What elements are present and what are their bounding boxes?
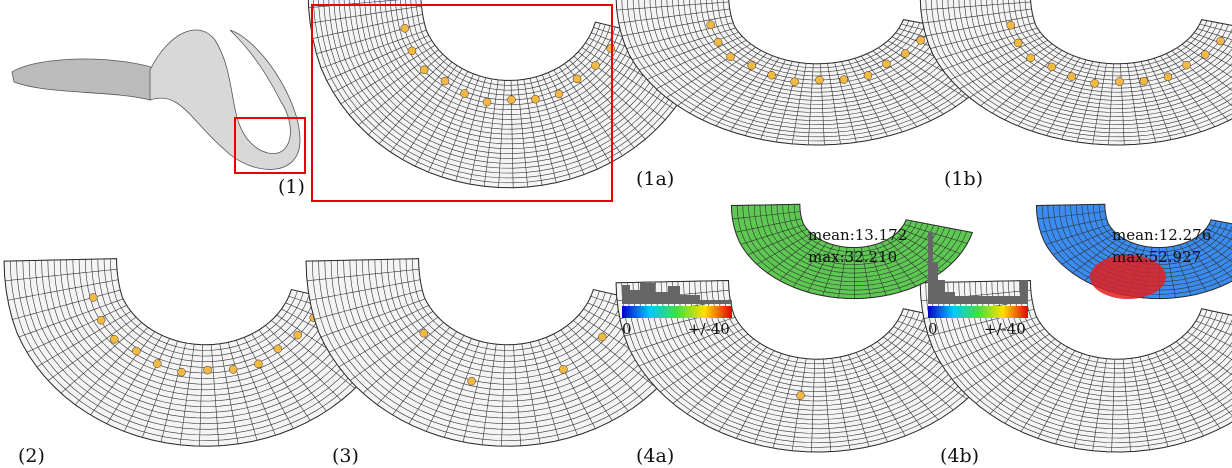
colorbar — [928, 306, 1028, 318]
singularity — [1140, 77, 1148, 85]
max-error: max:52.927 — [1112, 248, 1201, 266]
singularity — [441, 77, 449, 85]
overview-model — [12, 30, 305, 173]
singularity — [204, 366, 212, 374]
singularity — [791, 78, 799, 86]
singularity — [797, 391, 805, 399]
colorbar — [622, 306, 732, 318]
singularity — [573, 75, 581, 83]
singularity — [507, 96, 515, 104]
singularity — [483, 98, 491, 106]
singularity — [1027, 54, 1035, 62]
singularity — [555, 90, 563, 98]
panel-label: (1b) — [944, 168, 983, 190]
singularity — [408, 47, 416, 55]
singularity — [294, 331, 302, 339]
singularity — [177, 368, 185, 376]
panel-label: (4b) — [940, 445, 979, 467]
scale-max: +/-40 — [688, 320, 730, 338]
singularity — [1068, 73, 1076, 81]
singularity — [1217, 37, 1225, 45]
singularity — [153, 360, 161, 368]
singularity — [882, 60, 890, 68]
singularity — [1164, 73, 1172, 81]
singularity — [531, 95, 539, 103]
scale-min: 0 — [928, 320, 938, 338]
singularity — [864, 71, 872, 79]
singularity — [1091, 79, 1099, 87]
singularity — [89, 293, 97, 301]
singularity — [1007, 21, 1015, 29]
singularity — [468, 377, 476, 385]
singularity — [707, 21, 715, 29]
singularity — [1201, 51, 1209, 59]
singularity — [110, 335, 118, 343]
singularity — [97, 316, 105, 324]
singularity — [559, 365, 567, 373]
singularity — [401, 24, 409, 32]
singularity — [768, 71, 776, 79]
singularity — [714, 38, 722, 46]
singularity — [420, 66, 428, 74]
figure: 0 +/-40 0 +/-40 mean:13.172 max:32.210 m… — [0, 0, 1232, 468]
mean-error: mean:12.276 — [1112, 226, 1211, 244]
singularity — [1182, 61, 1190, 69]
singularity — [607, 44, 615, 52]
panel-label: (1a) — [636, 168, 674, 190]
max-error: max:32.210 — [808, 248, 897, 266]
singularity — [1115, 78, 1123, 86]
panel-label: (3) — [332, 445, 359, 467]
singularity — [748, 62, 756, 70]
panel-label: (1) — [278, 176, 305, 198]
singularity — [598, 333, 606, 341]
singularity — [1048, 63, 1056, 71]
singularity — [917, 36, 925, 44]
singularity — [420, 329, 428, 337]
singularity — [592, 61, 600, 69]
singularity — [132, 347, 140, 355]
scale-max: +/-40 — [984, 320, 1026, 338]
panel-label: (2) — [18, 445, 45, 467]
singularity — [274, 345, 282, 353]
singularity — [727, 53, 735, 61]
singularity — [901, 49, 909, 57]
singularity — [1014, 39, 1022, 47]
singularity — [229, 365, 237, 373]
singularity — [840, 76, 848, 84]
singularity — [461, 90, 469, 98]
singularity — [254, 360, 262, 368]
panel-label: (4a) — [636, 445, 674, 467]
scale-min: 0 — [622, 320, 632, 338]
mean-error: mean:13.172 — [808, 226, 907, 244]
singularity — [815, 76, 823, 84]
